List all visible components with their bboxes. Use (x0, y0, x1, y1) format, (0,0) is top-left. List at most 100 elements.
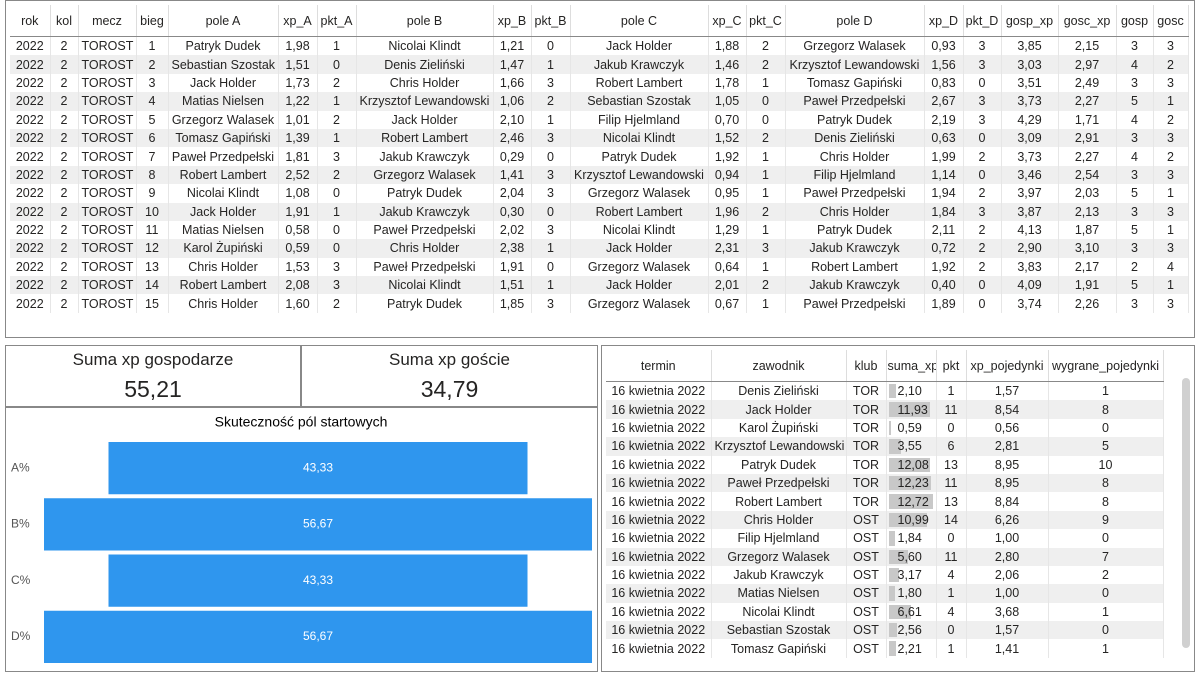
table-cell: 1 (317, 128, 357, 148)
category-label: A% (11, 460, 30, 474)
column-header[interactable]: gosc_xp (1058, 5, 1117, 37)
table-cell: 0,63 (924, 128, 964, 148)
table-head: termin zawodnik klub suma_xp pkt xp_pojedynki… (606, 350, 1164, 382)
table-cell: Matias Nielsen (168, 92, 279, 111)
table-cell: Chris Holder (168, 294, 279, 313)
table-cell: 1,71 (1058, 110, 1117, 129)
column-header[interactable]: xp_D (924, 5, 964, 37)
column-header[interactable]: pole D (785, 5, 925, 37)
table-cell: Patryk Dudek (785, 110, 925, 129)
table-cell: 1,92 (708, 147, 747, 166)
column-header[interactable]: pkt_D (963, 5, 1002, 37)
column-header[interactable]: suma_xp (886, 350, 937, 382)
table-cell: TOROST (78, 202, 137, 221)
column-header[interactable]: pole A (168, 5, 279, 37)
column-header[interactable]: gosc (1153, 5, 1189, 37)
table-cell: 3 (963, 202, 1002, 221)
table-row: 16 kwietnia 2022 Denis Zieliński TOR 2,10 1 1… (606, 381, 1164, 401)
table-cell: 0,93 (924, 36, 964, 56)
column-header[interactable]: zawodnik (711, 350, 847, 382)
column-header[interactable]: pkt_C (746, 5, 786, 37)
table-cell: 0 (963, 276, 1002, 295)
column-header[interactable]: wygrane_pojedynki (1048, 350, 1164, 382)
data-bar (888, 531, 895, 546)
table-cell: 3 (1153, 128, 1189, 148)
table-body: 2022 2 TOROST 1 Patryk Dudek 1,98 1 Nicolai Kli… (10, 36, 1189, 313)
cell-text: 11,93 (897, 402, 928, 417)
table-cell: 1,88 (708, 36, 747, 56)
table-cell: 0 (317, 220, 357, 240)
table-cell: 11 (936, 473, 967, 493)
cell-text: 12,08 (897, 457, 929, 472)
column-header[interactable]: pole B (356, 5, 494, 37)
column-header[interactable]: xp_B (493, 5, 532, 37)
table-cell: 2 (963, 184, 1002, 203)
column-header[interactable]: termin (606, 350, 712, 382)
column-header[interactable]: bieg (136, 5, 169, 37)
table-cell: 2 (746, 276, 786, 295)
column-header[interactable]: xp_C (708, 5, 747, 37)
data-bar (888, 586, 895, 601)
data-table: termin zawodnik klub suma_xp pkt xp_pojedynki… (606, 350, 1164, 658)
table-cell: 2 (50, 220, 79, 240)
cell-text: 1,84 (897, 531, 922, 546)
table-row: 2022 2 TOROST 14 Robert Lambert 2,08 3 Nicolai … (10, 276, 1189, 295)
table-cell: Tomasz Gapiński (711, 639, 847, 658)
table-cell: 2,27 (1058, 92, 1117, 111)
table-cell: 13 (936, 455, 967, 474)
column-header[interactable]: pkt (936, 350, 967, 382)
table-cell: Robert Lambert (711, 492, 847, 511)
column-header[interactable]: pkt_B (531, 5, 571, 37)
table-cell: Jack Holder (711, 400, 847, 419)
table-cell: Sebastian Szostak (570, 92, 709, 111)
column-header[interactable]: rok (10, 5, 51, 37)
table-cell: 3 (531, 128, 571, 148)
table-cell: Filip Hjelmland (785, 165, 925, 185)
table-cell: 2022 (10, 36, 51, 56)
table-cell: 3,73 (1001, 147, 1059, 166)
column-header[interactable]: gosp (1116, 5, 1154, 37)
table-cell: Grzegorz Walasek (570, 257, 709, 277)
column-header[interactable]: xp_A (278, 5, 318, 37)
table-cell: 0,94 (708, 165, 747, 185)
table-cell: 3,03 (1001, 55, 1059, 74)
table-cell: 2,19 (924, 110, 964, 129)
column-header[interactable]: xp_pojedynki (966, 350, 1049, 382)
table-cell: 1 (746, 257, 786, 277)
table-cell: 2022 (10, 220, 51, 240)
table-cell: 1,51 (278, 55, 318, 74)
table-row: 16 kwietnia 2022 Jakub Krawczyk OST 3,17 4 2,… (606, 565, 1164, 585)
table-cell: 2022 (10, 128, 51, 148)
card-value: 55,21 (124, 376, 182, 402)
table-cell: 1,47 (493, 55, 532, 74)
cell-text: 12,72 (897, 494, 929, 509)
table-row: 16 kwietnia 2022 Grzegorz Walasek OST 5,60 1… (606, 547, 1164, 566)
column-header[interactable]: pole C (570, 5, 709, 37)
table-cell: 3 (1116, 294, 1154, 313)
table-cell: 3 (1153, 294, 1189, 313)
table-cell: 16 kwietnia 2022 (606, 584, 712, 603)
table-cell: OST (846, 584, 887, 603)
table-cell: TOR (846, 492, 887, 511)
column-header[interactable]: gosp_xp (1001, 5, 1059, 37)
table-cell: 0 (746, 92, 786, 111)
table-cell: 2 (50, 202, 79, 221)
table-cell: 3,97 (1001, 184, 1059, 203)
column-header[interactable]: kol (50, 5, 79, 37)
scrollbar[interactable] (1182, 378, 1190, 648)
column-header[interactable]: mecz (78, 5, 137, 37)
table-cell: 2,10 (886, 381, 937, 401)
column-header[interactable]: klub (846, 350, 887, 382)
table-cell: 1,06 (493, 92, 532, 111)
table-cell: 1,52 (708, 128, 747, 148)
table-cell: 2 (50, 92, 79, 111)
card-value: 34,79 (420, 376, 479, 402)
value-label: 56,67 (303, 629, 333, 643)
cell-text: 0,59 (897, 420, 922, 435)
table-cell: 2,54 (1058, 165, 1117, 185)
column-header[interactable]: pkt_A (317, 5, 357, 37)
table-cell: Karol Żupiński (711, 418, 847, 438)
table-cell: 0 (317, 239, 357, 258)
table-cell: Jakub Krawczyk (356, 147, 494, 166)
table-row: 2022 2 TOROST 6 Tomasz Gapiński 1,39 1 Robert L… (10, 128, 1189, 148)
